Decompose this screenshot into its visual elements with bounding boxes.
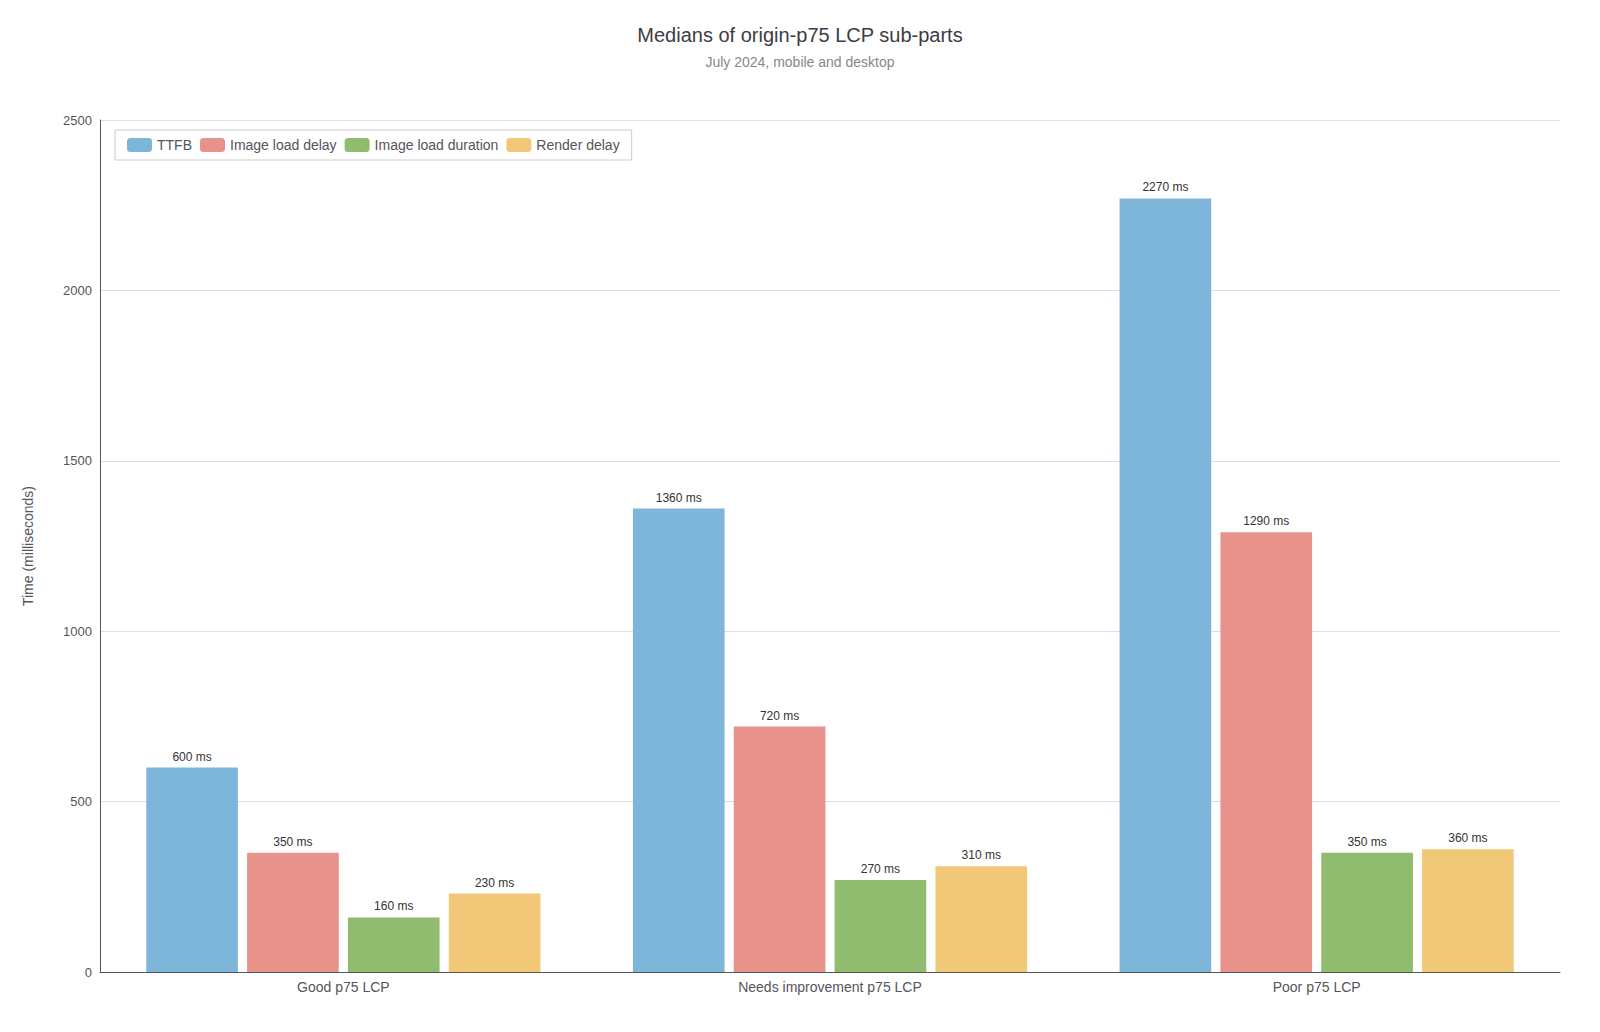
svg-text:TTFB: TTFB bbox=[157, 137, 192, 153]
svg-text:Render delay: Render delay bbox=[536, 137, 619, 153]
svg-text:2270 ms: 2270 ms bbox=[1142, 180, 1188, 194]
svg-text:360 ms: 360 ms bbox=[1448, 831, 1487, 845]
svg-text:720 ms: 720 ms bbox=[760, 709, 799, 723]
svg-text:Time (milliseconds): Time (milliseconds) bbox=[20, 486, 36, 606]
svg-text:350 ms: 350 ms bbox=[1347, 835, 1386, 849]
svg-text:230 ms: 230 ms bbox=[475, 876, 514, 890]
svg-text:1290 ms: 1290 ms bbox=[1243, 514, 1289, 528]
svg-text:1500: 1500 bbox=[63, 453, 92, 468]
svg-text:270 ms: 270 ms bbox=[861, 862, 900, 876]
svg-text:2500: 2500 bbox=[63, 113, 92, 128]
svg-text:1360 ms: 1360 ms bbox=[656, 491, 702, 505]
svg-text:July 2024, mobile and desktop: July 2024, mobile and desktop bbox=[705, 54, 894, 70]
svg-text:1000: 1000 bbox=[63, 624, 92, 639]
svg-text:Good p75 LCP: Good p75 LCP bbox=[297, 979, 390, 995]
svg-text:600 ms: 600 ms bbox=[172, 750, 211, 764]
svg-text:Image load delay: Image load delay bbox=[230, 137, 337, 153]
svg-text:Poor p75 LCP: Poor p75 LCP bbox=[1273, 979, 1361, 995]
svg-text:Needs improvement p75 LCP: Needs improvement p75 LCP bbox=[738, 979, 922, 995]
svg-text:Medians of origin-p75 LCP sub-: Medians of origin-p75 LCP sub-parts bbox=[637, 24, 962, 46]
svg-text:Image load duration: Image load duration bbox=[375, 137, 499, 153]
svg-text:160 ms: 160 ms bbox=[374, 899, 413, 913]
svg-text:350 ms: 350 ms bbox=[273, 835, 312, 849]
svg-text:2000: 2000 bbox=[63, 283, 92, 298]
svg-text:310 ms: 310 ms bbox=[962, 848, 1001, 862]
svg-text:0: 0 bbox=[85, 965, 92, 980]
svg-text:500: 500 bbox=[70, 794, 92, 809]
